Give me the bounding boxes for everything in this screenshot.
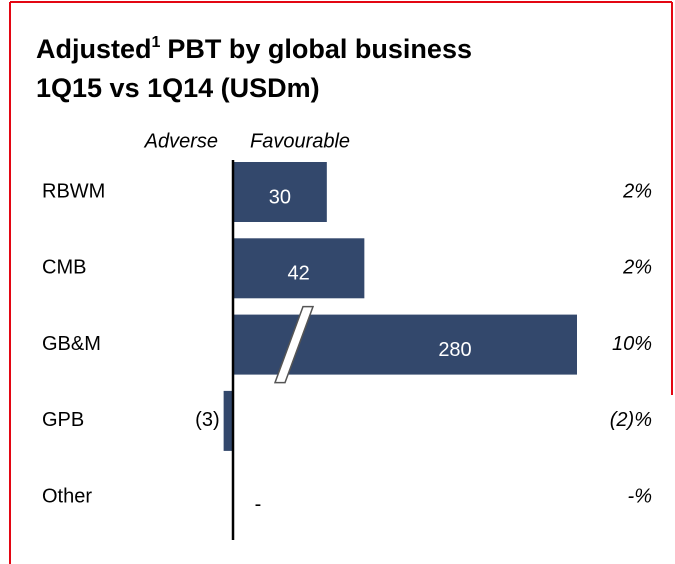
value-label: 30 — [269, 186, 291, 208]
category-label: GPB — [42, 409, 84, 431]
change-label: (2)% — [610, 409, 652, 431]
axis-label: Favourable — [250, 130, 350, 152]
category-label: GB&M — [42, 333, 101, 355]
bar — [233, 162, 327, 222]
title-text: PBT by global business — [167, 34, 472, 64]
value-label: 42 — [288, 263, 310, 285]
axis-label: Adverse — [144, 130, 218, 152]
change-label: 2% — [622, 257, 652, 279]
chart-subtitle: 1Q15 vs 1Q14 (USDm) — [36, 73, 320, 103]
category-label: CMB — [42, 257, 86, 279]
value-label: (3) — [195, 409, 219, 431]
title-footnote: 1 — [152, 34, 161, 51]
category-label: Other — [42, 485, 92, 507]
chart-title: Adjusted1 PBT by global business — [36, 34, 472, 64]
title-text: Adjusted — [36, 34, 152, 64]
change-label: -% — [628, 485, 652, 507]
bar — [223, 390, 234, 451]
axis-break — [273, 305, 315, 384]
bar — [233, 238, 365, 299]
value-label: - — [255, 493, 262, 515]
change-label: 10% — [612, 333, 652, 355]
change-label: 2% — [622, 180, 652, 202]
category-label: RBWM — [42, 180, 105, 202]
value-label: 280 — [438, 339, 471, 361]
